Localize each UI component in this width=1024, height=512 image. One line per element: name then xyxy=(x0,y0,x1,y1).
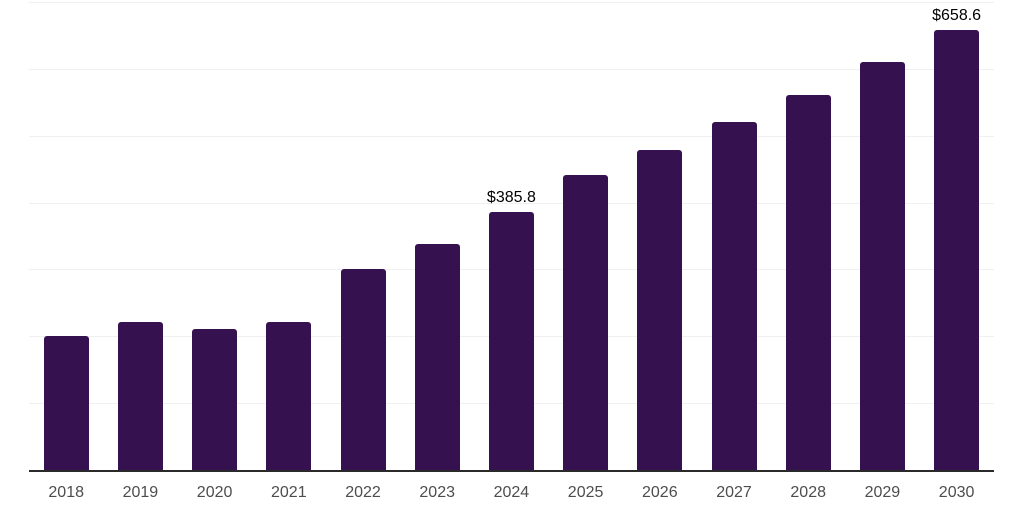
data-label-2024: $385.8 xyxy=(486,189,536,207)
x-tick-label-2027: 2027 xyxy=(716,484,752,501)
x-tick-label-2023: 2023 xyxy=(419,484,455,501)
bar-2019[interactable] xyxy=(117,322,163,470)
bar-2022[interactable] xyxy=(340,269,386,470)
gridline-500 xyxy=(29,135,994,137)
gridline-700 xyxy=(29,2,994,3)
x-tick-label-2021: 2021 xyxy=(271,484,307,501)
bar-2021[interactable] xyxy=(266,321,312,470)
bar-2028[interactable] xyxy=(785,94,831,470)
x-tick-label-2022: 2022 xyxy=(345,484,381,501)
bar-2024[interactable] xyxy=(488,212,534,470)
bar-2027[interactable] xyxy=(711,122,757,470)
x-tick-label-2024: 2024 xyxy=(493,484,530,501)
x-tick-label-2019: 2019 xyxy=(122,484,159,501)
x-tick-label-2028: 2028 xyxy=(790,484,826,501)
plot-area xyxy=(29,2,994,472)
bar-2026[interactable] xyxy=(637,150,683,470)
bar-2030[interactable] xyxy=(934,29,980,470)
x-tick-label-2030: 2030 xyxy=(938,484,975,501)
bar-2025[interactable] xyxy=(563,174,609,470)
bar-2020[interactable] xyxy=(192,328,238,470)
bar-2023[interactable] xyxy=(414,244,460,470)
data-label-2030: $658.6 xyxy=(932,6,982,24)
x-tick-label-2018: 2018 xyxy=(48,484,84,501)
x-tick-label-2029: 2029 xyxy=(864,484,901,501)
bar-2029[interactable] xyxy=(859,62,905,470)
x-axis-line xyxy=(29,470,994,472)
gridline-600 xyxy=(29,68,994,70)
bar-2018[interactable] xyxy=(43,336,89,470)
x-tick-label-2026: 2026 xyxy=(642,484,678,501)
x-tick-label-2020: 2020 xyxy=(196,484,233,501)
x-tick-label-2025: 2025 xyxy=(567,484,604,501)
gridline-400 xyxy=(29,202,994,204)
